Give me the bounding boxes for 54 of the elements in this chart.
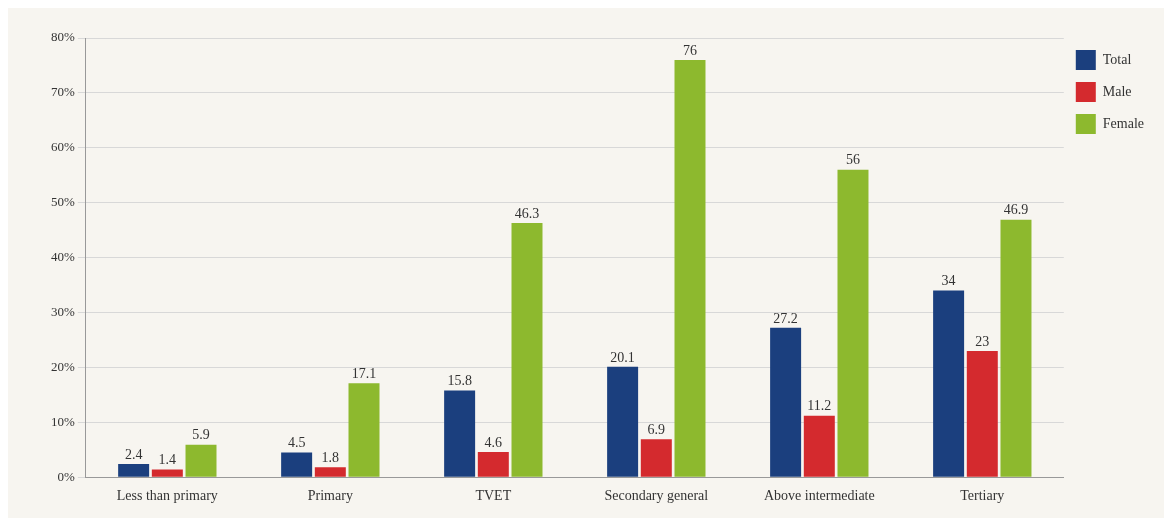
- x-tick-label: Above intermediate: [763, 488, 875, 504]
- data-label: 11.2: [807, 398, 832, 414]
- bar: [640, 439, 672, 477]
- bar: [966, 350, 998, 477]
- bar: [1000, 219, 1032, 477]
- bar: [803, 415, 835, 477]
- x-tick-label: TVET: [475, 488, 512, 504]
- bar: [933, 290, 965, 477]
- y-tick-label: 80%: [50, 29, 75, 45]
- data-label: 17.1: [351, 365, 377, 381]
- bar: [151, 469, 183, 477]
- legend-label: Male: [1102, 83, 1132, 99]
- data-label: 4.5: [287, 435, 306, 451]
- data-label: 46.9: [1003, 202, 1029, 218]
- data-label: 4.6: [484, 434, 503, 450]
- data-label: 2.4: [124, 446, 143, 462]
- bar: [444, 390, 476, 477]
- bar: [511, 223, 543, 477]
- data-label: 1.8: [321, 449, 340, 465]
- bar: [607, 366, 639, 477]
- x-tick-label: Primary: [307, 488, 353, 504]
- legend-label: Total: [1102, 51, 1132, 67]
- data-label: 1.4: [158, 452, 177, 468]
- x-tick-label: Less than primary: [116, 488, 218, 504]
- data-label: 6.9: [647, 421, 666, 437]
- bar: [281, 452, 313, 477]
- data-label: 5.9: [192, 427, 210, 443]
- y-tick-label: 10%: [50, 413, 75, 429]
- bar: [477, 451, 509, 477]
- data-label: 27.2: [773, 310, 798, 326]
- data-label: 76: [682, 42, 697, 58]
- bar: [118, 464, 150, 477]
- bar: [770, 327, 802, 477]
- y-tick-label: 50%: [50, 194, 75, 210]
- legend-label: Female: [1102, 115, 1145, 131]
- bar: [837, 169, 869, 477]
- y-tick-label: 30%: [50, 303, 75, 319]
- y-tick-label: 40%: [50, 249, 75, 265]
- data-label: 34: [941, 273, 956, 289]
- data-label: 56: [845, 152, 860, 168]
- y-tick-label: 60%: [50, 139, 75, 155]
- data-label: 46.3: [514, 205, 540, 221]
- y-tick-label: 70%: [50, 84, 75, 100]
- y-tick-label: 0%: [57, 468, 75, 484]
- y-tick-label: 20%: [50, 358, 75, 374]
- bar: [674, 59, 706, 477]
- x-tick-label: Secondary general: [604, 488, 709, 504]
- data-label: 20.1: [610, 349, 635, 365]
- data-label: 15.8: [447, 373, 472, 389]
- x-tick-label: Tertiary: [960, 488, 1005, 504]
- bar: [185, 444, 217, 477]
- data-label: 23: [975, 333, 990, 349]
- bar: [348, 383, 380, 477]
- bar: [314, 467, 346, 477]
